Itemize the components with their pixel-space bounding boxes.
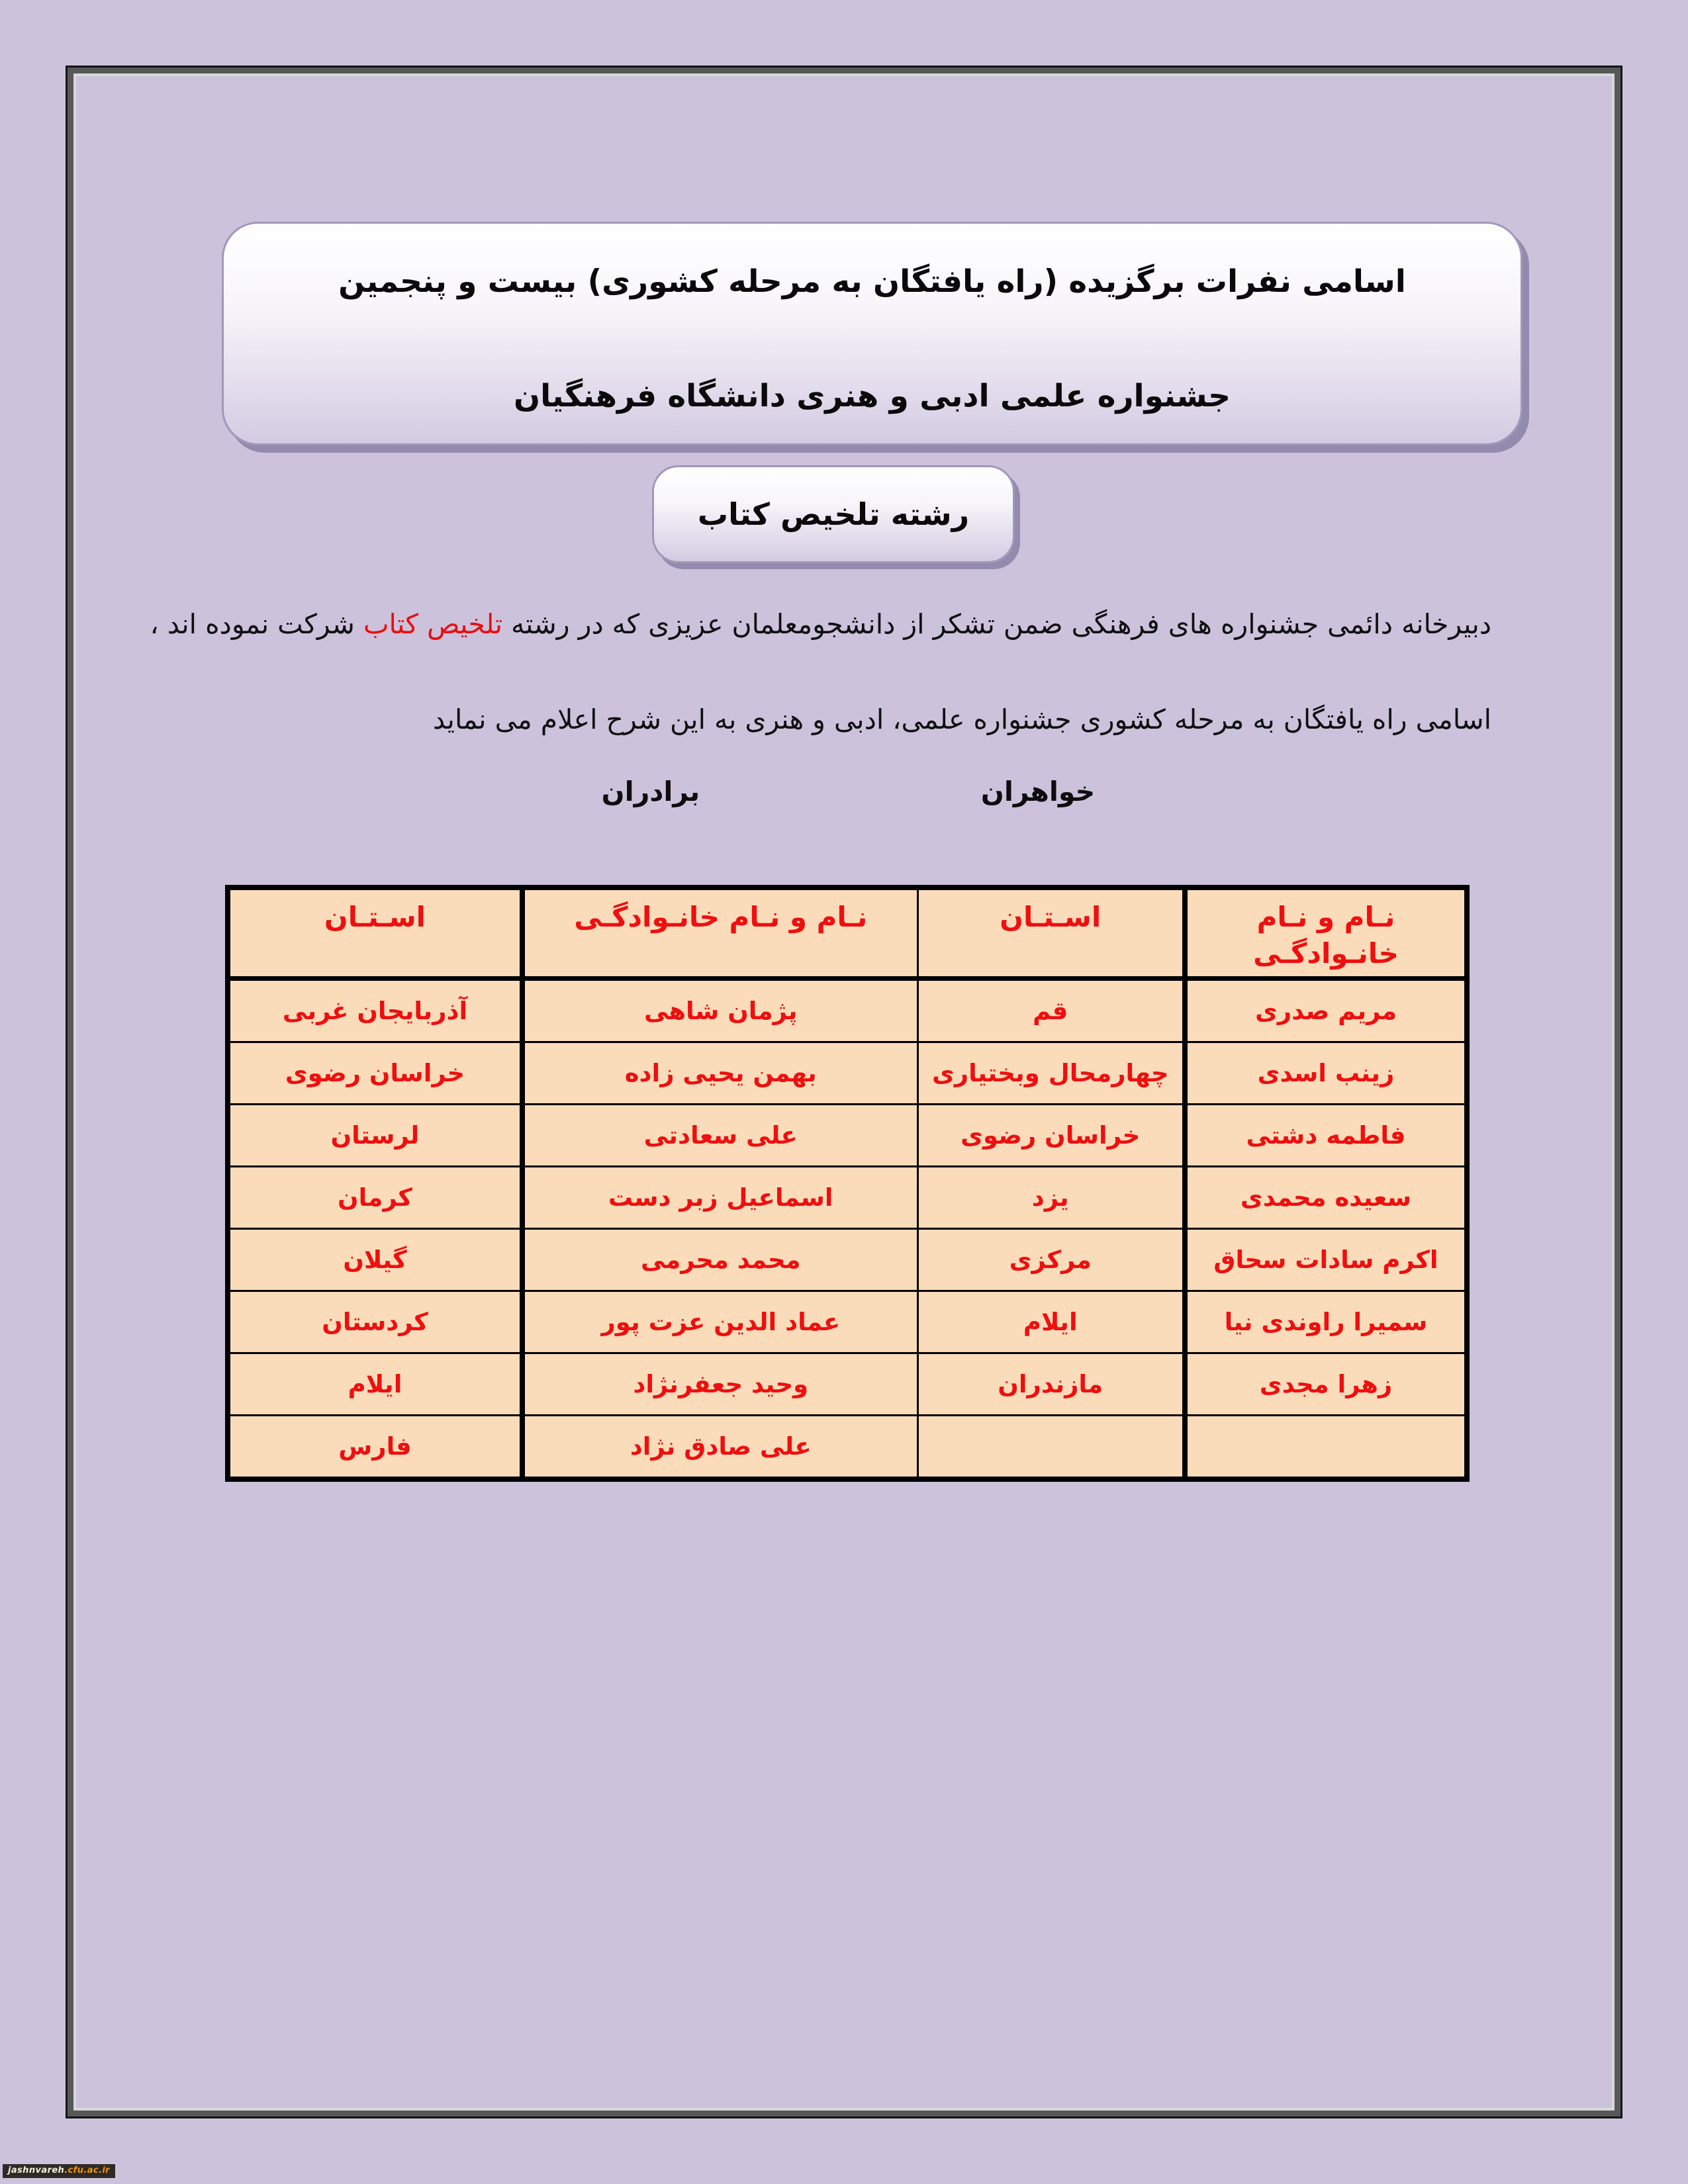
table-cell-sister-name: زینب اسدی (1182, 1041, 1468, 1105)
watermark-prefix: jashnvareh (8, 2165, 65, 2175)
table-cell-sister-name: فاطمه دشتی (1182, 1103, 1468, 1167)
table-cell-brother-province: کردستان (226, 1290, 524, 1354)
intro-line-1-post: شرکت نموده اند ، (150, 608, 363, 640)
table-cell-brother-province: گیلان (226, 1228, 524, 1292)
table-cell-sister-province (916, 1414, 1186, 1480)
table-cell-brother-name: بهمن یحیی زاده (520, 1041, 919, 1105)
table-row: زهرا مجدی مازندران وحید جعفرنژاد ایلام (226, 1352, 1468, 1416)
table-cell-sister-province: قم (916, 978, 1186, 1043)
table-cell-brother-province: لرستان (226, 1103, 524, 1167)
table-cell-sister-name (1182, 1414, 1468, 1480)
table-cell-sister-province: مرکزی (916, 1228, 1186, 1292)
header-cell-brother-name: نـام و نـام خانـوادگـی (520, 886, 919, 981)
intro-paragraph: دبیرخانه دائمی جشنواره های فرهنگی ضمن تش… (150, 604, 1491, 740)
page-border-frame (66, 66, 1622, 2118)
table-row: اکرم سادات سحاق مرکزی محمد محرمی گیلان (226, 1228, 1468, 1292)
table-cell-sister-name: مریم صدری (1182, 978, 1468, 1043)
table-cell-sister-province: مازندران (916, 1352, 1186, 1416)
table-row: علی صادق نژاد فارس (226, 1414, 1468, 1480)
group-label-sisters: خواهران (980, 776, 1096, 807)
title-line-2: جشنواره علمی ادبی و هنری دانشگاه فرهنگیا… (513, 378, 1231, 414)
group-label-brothers: برادران (601, 776, 700, 807)
header-cell-sister-province: اسـتـان (916, 886, 1186, 981)
table-row: زینب اسدی چهارمحال وبختیاری بهمن یحیی زاده… (226, 1041, 1468, 1105)
table-cell-sister-province: خراسان رضوی (916, 1103, 1186, 1167)
intro-line-2: اسامی راه یافتگان به مرحله کشوری جشنواره… (433, 704, 1491, 735)
table-cell-brother-name: اسماعیل زبر دست (520, 1165, 919, 1230)
table-row: مریم صدری قم پژمان شاهی آذربایجان غربی (226, 978, 1468, 1043)
results-table-body: مریم صدری قم پژمان شاهی آذربایجان غربی زینب … (226, 978, 1468, 1480)
watermark-domain: .cfu.ac.ir (64, 2165, 110, 2175)
results-table-wrap: نـام و نـام خانـوادگـی اسـتـان نـام و نـام… (225, 885, 1470, 1482)
table-row: سعیده محمدی یزد اسماعیل زبر دست کرمان (226, 1165, 1468, 1230)
intro-line-1-pre: دبیرخانه دائمی جشنواره های فرهنگی ضمن تش… (502, 608, 1491, 640)
intro-highlight: تلخیص کتاب (363, 608, 503, 640)
table-cell-brother-name: علی سعادتی (520, 1103, 919, 1167)
table-cell-brother-province: کرمان (226, 1165, 524, 1230)
table-cell-sister-name: اکرم سادات سحاق (1182, 1228, 1468, 1292)
table-cell-sister-province: یزد (916, 1165, 1186, 1230)
table-cell-brother-name: محمد محرمی (520, 1228, 919, 1292)
title-box: اسامی نفرات برگزیده (راه یافتگان به مرحل… (222, 222, 1523, 445)
table-cell-brother-province: فارس (226, 1414, 524, 1480)
table-row: فاطمه دشتی خراسان رضوی علی سعادتی لرستان (226, 1103, 1468, 1167)
title-line-1: اسامی نفرات برگزیده (راه یافتگان به مرحل… (338, 263, 1406, 300)
table-cell-sister-province: ایلام (916, 1290, 1186, 1354)
field-badge: رشته تلخیص کتاب (652, 465, 1015, 563)
table-cell-brother-name: پژمان شاهی (520, 978, 919, 1043)
table-cell-sister-name: سمیرا راوندی نیا (1182, 1290, 1468, 1354)
table-cell-sister-province: چهارمحال وبختیاری (916, 1041, 1186, 1105)
results-table: نـام و نـام خانـوادگـی اسـتـان نـام و نـام… (225, 885, 1470, 1482)
table-row: سمیرا راوندی نیا ایلام عماد الدین عزت پور ک… (226, 1290, 1468, 1354)
results-table-head: نـام و نـام خانـوادگـی اسـتـان نـام و نـام… (226, 886, 1468, 981)
header-cell-sister-name: نـام و نـام خانـوادگـی (1182, 886, 1468, 981)
table-cell-brother-province: ایلام (226, 1352, 524, 1416)
table-cell-brother-name: عماد الدین عزت پور (520, 1290, 919, 1354)
table-cell-sister-name: سعیده محمدی (1182, 1165, 1468, 1230)
table-cell-brother-name: وحید جعفرنژاد (520, 1352, 919, 1416)
table-cell-brother-name: علی صادق نژاد (520, 1414, 919, 1480)
field-badge-label: رشته تلخیص کتاب (697, 496, 970, 532)
header-cell-brother-province: اسـتـان (226, 886, 524, 981)
watermark: jashnvareh.cfu.ac.ir (3, 2164, 115, 2178)
table-header-row: نـام و نـام خانـوادگـی اسـتـان نـام و نـام… (226, 886, 1468, 981)
table-cell-sister-name: زهرا مجدی (1182, 1352, 1468, 1416)
table-cell-brother-province: آذربایجان غربی (226, 978, 524, 1043)
intro-line-1: دبیرخانه دائمی جشنواره های فرهنگی ضمن تش… (150, 604, 1491, 645)
table-cell-brother-province: خراسان رضوی (226, 1041, 524, 1105)
